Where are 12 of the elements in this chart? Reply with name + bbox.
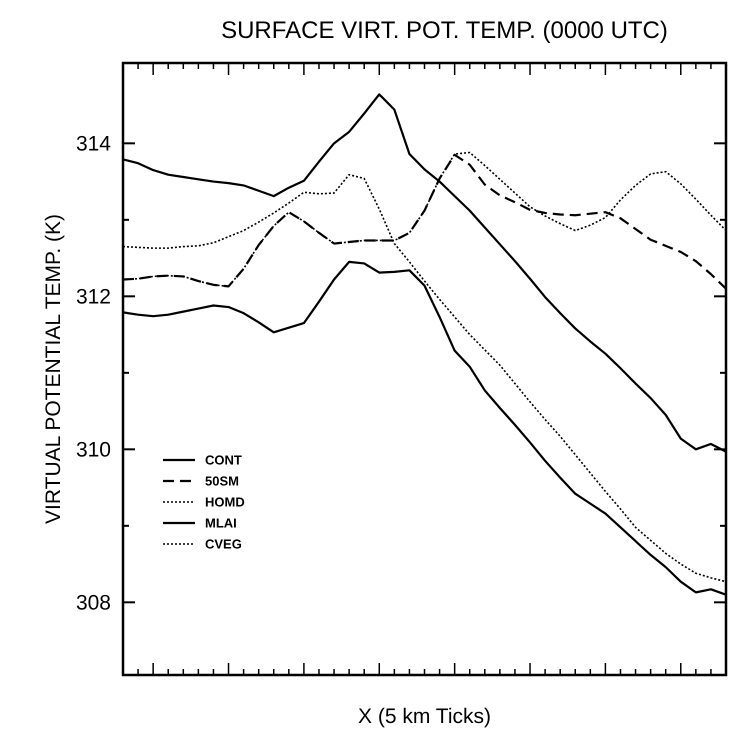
y-tick-label: 314 [76,132,112,156]
legend-label: 50SM [205,474,239,489]
chart-title: SURFACE VIRT. POT. TEMP. (0000 UTC) [221,17,668,44]
legend-label: HOMD [205,494,245,510]
legend-label: CONT [205,452,242,468]
legend-label: MLAI [205,516,237,531]
x-axis-title: X (5 km Ticks) [358,705,492,728]
legend-label: CVEG [205,536,242,552]
y-tick-label: 312 [76,286,111,309]
y-axis-title: VIRTUAL POTENTIAL TEMP. (K) [42,214,65,524]
y-tick-label: 308 [76,592,111,615]
y-tick-label: 310 [76,438,111,462]
